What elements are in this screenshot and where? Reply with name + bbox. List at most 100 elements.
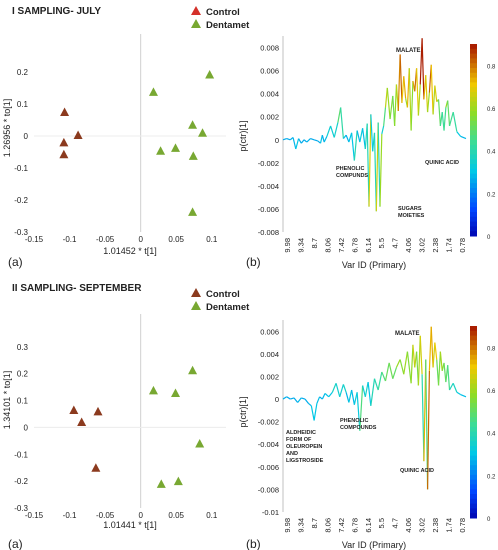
loading-line-segment — [353, 392, 358, 405]
loading-line-segment — [389, 95, 394, 120]
colorbar-segment — [470, 378, 477, 385]
colorbar-segment — [470, 111, 477, 117]
colorbar-segment — [470, 446, 477, 452]
loading-line-segment — [297, 397, 302, 403]
loading-line-segment — [460, 393, 467, 398]
colorbar-segment — [470, 178, 477, 184]
annotation-sugars: SUGARS MOIETIES — [398, 206, 425, 219]
y-axis-label: p(ctr)[1] — [238, 396, 248, 427]
y-tick-label: -0.006 — [258, 205, 279, 214]
x-tick-label: 0.1 — [206, 511, 218, 520]
colorbar-segment — [470, 374, 477, 380]
loading-line-segment — [353, 130, 358, 161]
loading-line-segment — [370, 378, 376, 406]
loading-line-segment — [379, 133, 383, 207]
x-tick-label: 9.98 — [283, 238, 292, 253]
colorbar-segment — [470, 77, 477, 83]
colorbar-segment — [470, 188, 477, 194]
loading-line-segment — [412, 344, 416, 368]
scatter-point-control — [91, 463, 101, 472]
colorbar-segment — [470, 197, 477, 203]
annotation-aldehydic: ALDHEIDIC FORM OF OLEUROPEIN AND LIGSTROSIDE — [286, 430, 324, 464]
scatter-point-control — [59, 137, 69, 147]
colorbar-tick-label: 0.4 — [487, 432, 496, 438]
colorbar-segment — [470, 120, 477, 127]
loading-line-segment — [303, 139, 308, 143]
loading-line-segment — [308, 403, 312, 407]
loading-line-segment — [430, 326, 434, 368]
x-tick-label: 0.05 — [168, 511, 184, 520]
x-tick-label: 1.74 — [445, 518, 454, 533]
x-axis-label: 1.01441 * t[1] — [103, 520, 157, 530]
loading-line-segment — [401, 76, 405, 103]
x-tick-label: 0 — [138, 511, 143, 520]
loading-line-segment — [335, 383, 341, 397]
axes: -0.15 -0.1 -0.05 0 0.05 0.1 0.3 0.2 0.1 0 -0.1 -0.2… — [14, 314, 226, 520]
colorbar-segment — [470, 53, 477, 59]
loading-line-segment — [399, 359, 405, 375]
loading-line-segment — [356, 130, 361, 143]
loading-line-segment — [286, 138, 291, 141]
colorbar-segment — [470, 369, 477, 375]
loading-line-segment — [340, 107, 344, 139]
colorbar-segment — [470, 202, 477, 208]
loading-line-segment — [448, 111, 454, 127]
scatter-point-dentamet — [195, 439, 205, 448]
loading-line-segment — [397, 54, 401, 111]
loading-line-segment — [300, 139, 305, 144]
scatter-point-control — [93, 406, 103, 416]
loading-line-segment — [342, 134, 347, 139]
loading-line-segment — [425, 75, 429, 113]
colorbar-segment — [470, 474, 477, 481]
loading-line-segment — [370, 114, 374, 152]
x-tick-label: 6.14 — [364, 238, 373, 253]
loading-line-segment — [362, 385, 366, 397]
legend-control-label: Control — [206, 289, 240, 300]
legend-dentamet-marker — [191, 301, 201, 310]
colorbar-segment — [470, 173, 477, 179]
x-tick-label: 5.5 — [377, 238, 386, 248]
panel-label: (a) — [8, 255, 23, 269]
colorbar-segment — [470, 135, 477, 141]
scatter-point-dentamet — [198, 128, 208, 137]
x-tick-label: 8.7 — [310, 518, 319, 528]
colorbar-segment — [470, 407, 477, 413]
scatter-point-control — [60, 107, 70, 116]
colorbar-segment — [470, 183, 477, 189]
annotation-quinic: QUINIC ACID — [400, 468, 434, 474]
panel-label: (a) — [8, 537, 23, 550]
colorbar-segment — [470, 221, 477, 227]
loading-line-segment — [381, 125, 385, 135]
colorbar-segment — [470, 417, 477, 423]
y-tick-label: 0.1 — [17, 397, 29, 406]
loading-line-segment — [298, 138, 302, 144]
x-tick-label: -0.05 — [96, 235, 115, 244]
x-axis-label: Var ID (Primary) — [342, 260, 406, 270]
loading-line-segment — [319, 135, 323, 144]
colorbar-segment — [470, 479, 477, 485]
x-tick-label: -0.15 — [25, 235, 44, 244]
loading-line-segment — [428, 326, 432, 371]
scatter-point-dentamet — [205, 70, 215, 79]
scatter-point-dentamet — [188, 365, 198, 375]
colorbar-segment — [470, 58, 477, 64]
loading-line-segment — [323, 136, 328, 143]
loading-line-segment — [304, 398, 310, 404]
x-tick-label: 3.02 — [418, 238, 427, 253]
loading-line-segment — [377, 122, 381, 207]
loading-line-segment — [348, 389, 353, 403]
loading-line-segment — [410, 80, 414, 131]
loading-line-segment — [439, 351, 443, 371]
panel-label: (b) — [246, 255, 261, 269]
loading-line-segment — [452, 383, 458, 393]
loading-line-segment — [375, 122, 379, 212]
colorbar-segment — [470, 116, 477, 122]
colorbar-segment — [470, 494, 477, 500]
colorbar-segment — [470, 330, 477, 337]
loading-line-segment — [443, 362, 447, 383]
y-axis-label: p(ctr)[1] — [238, 120, 248, 151]
y-tick-label: -0.1 — [14, 164, 28, 173]
y-tick-label: -0.1 — [14, 450, 28, 459]
y-tick-label: 0.2 — [17, 68, 29, 77]
loading-line-segment — [403, 351, 409, 375]
